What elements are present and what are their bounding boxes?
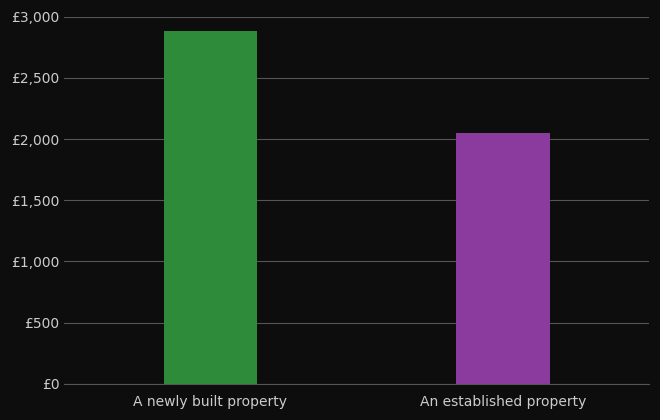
Bar: [164, 32, 257, 384]
Bar: [456, 133, 550, 384]
